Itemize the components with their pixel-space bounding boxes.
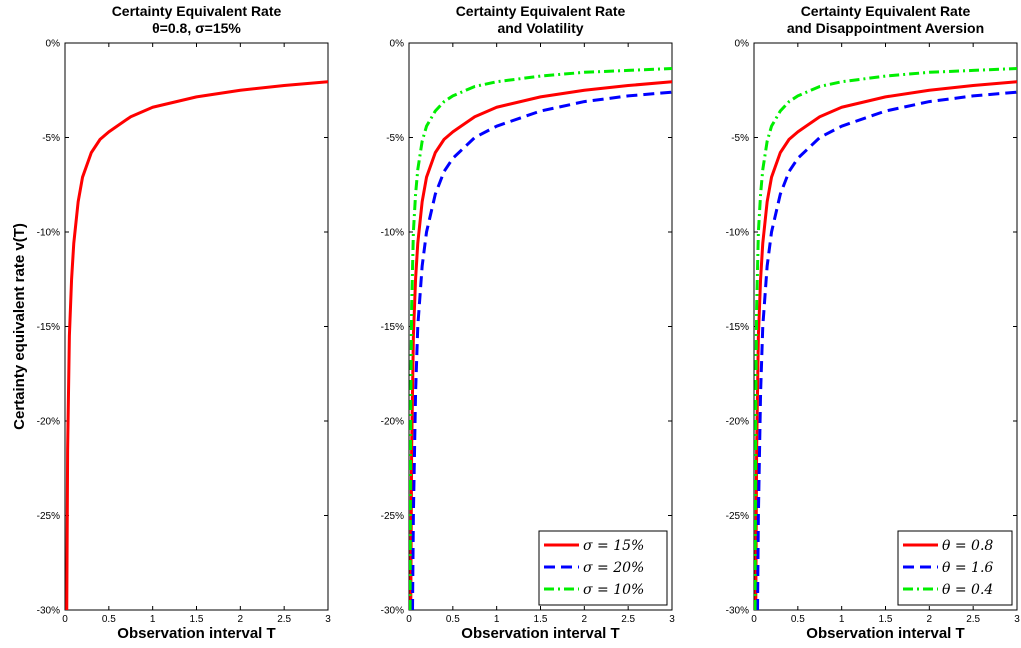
- chart-title-line2: and Volatility: [497, 20, 583, 36]
- y-tick-label: -10%: [37, 228, 60, 239]
- chart-title-line2: and Disappointment Aversion: [787, 20, 984, 36]
- x-tick-label: 0.5: [791, 614, 805, 625]
- chart-title-line1: Certainty Equivalent Rate: [801, 3, 971, 19]
- x-axis-label: Observation interval T: [806, 625, 964, 642]
- x-tick-label: 1: [150, 614, 156, 625]
- series-line-2: [756, 90, 1017, 610]
- x-tick-label: 0: [62, 614, 68, 625]
- x-tick-label: 0.5: [446, 614, 460, 625]
- plot-area-frame: [408, 42, 673, 611]
- x-tick-label: 1.5: [534, 614, 548, 625]
- legend-label-1: θ = 0.8: [942, 538, 993, 554]
- legend: θ = 0.8 θ = 1.6 θ = 0.4: [897, 530, 1013, 606]
- chart-panel-1: 0 0.5 1 1.5 2 2.5 3 0% -5% -10% -15% -20% -25% -30% Ce…: [11, 3, 331, 642]
- x-axis-label: Observation interval T: [117, 625, 275, 642]
- y-tick-label: -15%: [37, 322, 60, 333]
- x-tick-label: 2.5: [621, 614, 635, 625]
- chart-title-line1: Certainty Equivalent Rate: [112, 3, 282, 19]
- y-tick-label: 0%: [735, 39, 750, 50]
- x-tick-label: 3: [325, 614, 331, 625]
- chart-title-line1: Certainty Equivalent Rate: [456, 3, 626, 19]
- y-tick-label: -15%: [726, 322, 749, 333]
- chart-title-line2: θ=0.8, σ=15%: [152, 20, 241, 36]
- legend-label-3: σ = 10%: [583, 582, 644, 598]
- x-tick-label: 2.5: [966, 614, 980, 625]
- x-tick-label: 2: [582, 614, 588, 625]
- y-tick-label: -5%: [42, 133, 60, 144]
- y-tick-label: -25%: [381, 511, 404, 522]
- series-line-1: [409, 80, 672, 610]
- y-tick-label: 0%: [390, 39, 405, 50]
- series-line-1: [65, 80, 328, 610]
- x-tick-label: 2.5: [277, 614, 291, 625]
- x-tick-label: 0.5: [102, 614, 116, 625]
- y-tick-label: -30%: [37, 606, 60, 617]
- series-line-2: [411, 90, 672, 610]
- y-tick-label: -10%: [726, 228, 749, 239]
- legend-label-2: θ = 1.6: [942, 560, 993, 576]
- y-axis-label: Certainty equivalent rate v(T): [11, 223, 28, 430]
- x-tick-label: 0: [751, 614, 757, 625]
- plot-area-frame: [64, 42, 329, 611]
- y-tick-label: -20%: [37, 417, 60, 428]
- series-line-3: [409, 67, 672, 610]
- y-tick-label: -20%: [726, 417, 749, 428]
- x-tick-label: 1: [494, 614, 500, 625]
- x-tick-label: 3: [1014, 614, 1020, 625]
- y-tick-label: -5%: [731, 133, 749, 144]
- y-tick-label: -10%: [381, 228, 404, 239]
- x-tick-label: 2: [238, 614, 244, 625]
- legend-box: [897, 530, 1013, 606]
- y-tick-label: -5%: [386, 133, 404, 144]
- legend-label-3: θ = 0.4: [942, 582, 993, 598]
- legend-label-1: σ = 15%: [583, 538, 644, 554]
- y-tick-label: -15%: [381, 322, 404, 333]
- x-tick-label: 0: [406, 614, 412, 625]
- legend-label-2: σ = 20%: [583, 560, 644, 576]
- series-line-3: [754, 67, 1017, 610]
- y-tick-label: -30%: [726, 606, 749, 617]
- chart-panel-2: 0 0.5 1 1.5 2 2.5 3 0% -5% -10% -15% -20% -25% -30% Ce…: [381, 3, 676, 642]
- x-tick-label: 1: [839, 614, 845, 625]
- legend-box: [538, 530, 668, 606]
- x-tick-label: 3: [669, 614, 675, 625]
- series-line-1: [754, 80, 1017, 610]
- x-axis-label: Observation interval T: [461, 625, 619, 642]
- y-tick-label: 0%: [46, 39, 61, 50]
- x-tick-label: 1.5: [879, 614, 893, 625]
- x-tick-label: 1.5: [190, 614, 204, 625]
- chart-panel-3: 0 0.5 1 1.5 2 2.5 3 0% -5% -10% -15% -20% -25% -30% Ce…: [726, 3, 1021, 642]
- x-tick-label: 2: [927, 614, 933, 625]
- y-tick-label: -25%: [37, 511, 60, 522]
- y-tick-label: -25%: [726, 511, 749, 522]
- legend: σ = 15% σ = 20% σ = 10%: [538, 530, 668, 606]
- y-tick-label: -30%: [381, 606, 404, 617]
- plot-area-frame: [753, 42, 1018, 611]
- y-tick-label: -20%: [381, 417, 404, 428]
